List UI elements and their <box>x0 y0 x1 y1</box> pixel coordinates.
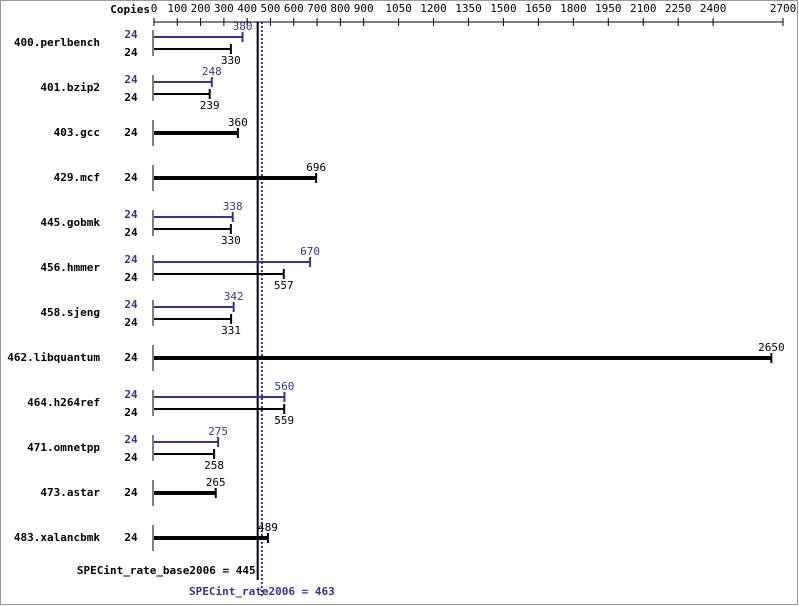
value-label: 670 <box>300 245 320 258</box>
value-label: 559 <box>274 414 294 427</box>
value-label: 239 <box>200 99 220 112</box>
value-label: 489 <box>258 521 278 534</box>
value-label: 248 <box>202 65 222 78</box>
x-tick-label: 100 <box>167 2 187 15</box>
benchmark-label: 473.astar <box>40 486 100 499</box>
copies-label: 24 <box>124 46 138 59</box>
copies-label: 24 <box>124 28 138 41</box>
value-label: 380 <box>233 20 253 33</box>
copies-label: 24 <box>124 91 138 104</box>
copies-label: 24 <box>124 388 138 401</box>
copies-label: 24 <box>124 531 138 544</box>
x-tick-label: 400 <box>237 2 257 15</box>
value-label: 557 <box>274 279 294 292</box>
copies-label: 24 <box>124 226 138 239</box>
benchmark-label: 458.sjeng <box>40 306 100 319</box>
value-label: 275 <box>208 425 228 438</box>
benchmark-label: 456.hmmer <box>40 261 100 274</box>
x-tick-label: 900 <box>354 2 374 15</box>
value-label: 2650 <box>758 341 785 354</box>
reference-label: SPECint_rate2006 = 463 <box>189 585 335 598</box>
x-tick-label: 700 <box>307 2 327 15</box>
copies-label: 24 <box>124 298 138 311</box>
x-tick-label: 1500 <box>490 2 517 15</box>
x-tick-label: 1650 <box>525 2 552 15</box>
x-tick-label: 1950 <box>595 2 622 15</box>
value-label: 331 <box>221 324 241 337</box>
benchmark-label: 483.xalancbmk <box>14 531 100 544</box>
value-label: 560 <box>275 380 295 393</box>
copies-label: 24 <box>124 73 138 86</box>
copies-label: 24 <box>124 126 138 139</box>
x-tick-label: 200 <box>191 2 211 15</box>
x-tick-label: 500 <box>261 2 281 15</box>
x-tick-label: 2250 <box>665 2 692 15</box>
value-label: 696 <box>306 161 326 174</box>
value-label: 258 <box>204 459 224 472</box>
benchmark-label: 403.gcc <box>54 126 100 139</box>
benchmark-label: 429.mcf <box>54 171 100 184</box>
copies-label: 24 <box>124 486 138 499</box>
x-tick-label: 2700 <box>770 2 797 15</box>
copies-label: 24 <box>124 208 138 221</box>
x-tick-label: 1050 <box>385 2 412 15</box>
copies-label: 24 <box>124 351 138 364</box>
x-tick-label: 1800 <box>560 2 587 15</box>
x-tick-label: 2100 <box>630 2 657 15</box>
value-label: 330 <box>221 54 241 67</box>
value-label: 360 <box>228 116 248 129</box>
copies-label: 24 <box>124 406 138 419</box>
x-tick-label: 300 <box>214 2 234 15</box>
x-tick-label: 1200 <box>420 2 447 15</box>
reference-label: SPECint_rate_base2006 = 445 <box>77 564 256 577</box>
value-label: 330 <box>221 234 241 247</box>
benchmark-label: 445.gobmk <box>40 216 100 229</box>
x-tick-label: 2400 <box>700 2 727 15</box>
value-label: 265 <box>206 476 226 489</box>
x-tick-label: 0 <box>151 2 158 15</box>
value-label: 338 <box>223 200 243 213</box>
copies-label: 24 <box>124 433 138 446</box>
copies-label: 24 <box>124 253 138 266</box>
benchmark-label: 400.perlbench <box>14 36 100 49</box>
value-label: 342 <box>224 290 244 303</box>
benchmark-label: 462.libquantum <box>7 351 100 364</box>
x-tick-label: 1350 <box>455 2 482 15</box>
x-tick-label: 600 <box>284 2 304 15</box>
copies-header: Copies <box>110 3 150 16</box>
copies-label: 24 <box>124 171 138 184</box>
benchmark-label: 401.bzip2 <box>40 81 100 94</box>
x-tick-label: 800 <box>330 2 350 15</box>
copies-label: 24 <box>124 316 138 329</box>
benchmark-label: 464.h264ref <box>27 396 100 409</box>
benchmark-label: 471.omnetpp <box>27 441 100 454</box>
copies-label: 24 <box>124 271 138 284</box>
copies-label: 24 <box>124 451 138 464</box>
